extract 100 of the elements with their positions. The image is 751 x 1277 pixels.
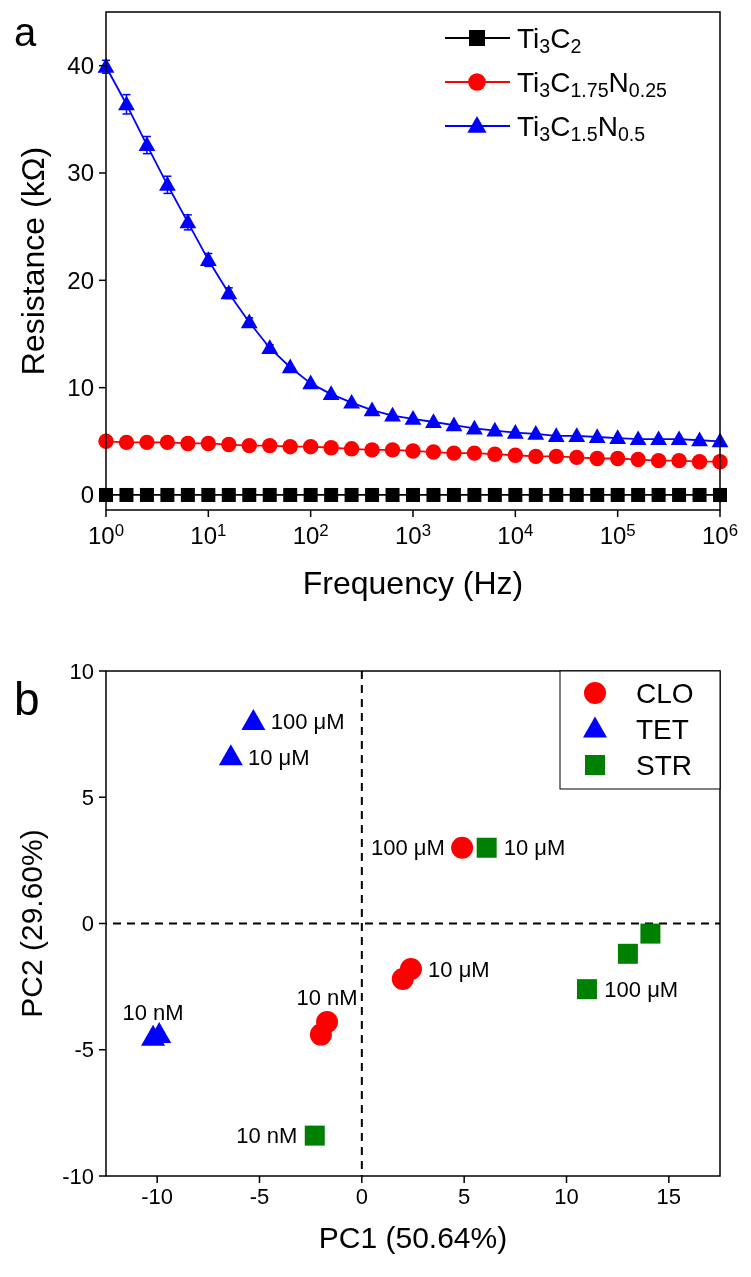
legend-label: Ti$_{3}$C$_{1.75}$N$_{0.25}$ (517, 67, 668, 101)
point (691, 431, 708, 447)
point (568, 427, 586, 442)
point (302, 438, 319, 455)
point (670, 430, 688, 446)
point (240, 313, 258, 329)
point (569, 487, 584, 502)
point (302, 374, 320, 390)
point (241, 437, 257, 454)
x-tick-label: 0 (355, 1184, 368, 1209)
y-axis-title: Resistance (kΩ) (15, 146, 51, 376)
annotation: 100 μM (604, 976, 679, 1002)
point (467, 487, 482, 502)
point (304, 1125, 325, 1146)
point (406, 487, 420, 502)
legend-label: TET (636, 714, 689, 745)
point (343, 441, 360, 457)
point (476, 837, 497, 858)
point (671, 452, 687, 469)
point (139, 434, 155, 451)
y-tick-label: -5 (74, 1037, 94, 1063)
point (672, 487, 687, 502)
x-axis-title: PC1 (50.64%) (318, 1221, 508, 1254)
point (180, 435, 196, 452)
point (650, 430, 667, 446)
point (631, 487, 646, 502)
point (220, 284, 238, 300)
annotation: 10 nM (296, 984, 358, 1010)
point (548, 448, 564, 465)
x-tick-label: 10$^{0}$ (87, 521, 125, 549)
y-tick-label: 0 (80, 481, 94, 509)
point (201, 487, 216, 502)
y-tick-label: 30 (67, 159, 94, 187)
point (180, 487, 195, 502)
y-axis-title: PC2 (29.60%) (15, 829, 48, 1018)
point (221, 436, 237, 453)
point (323, 440, 339, 456)
point (426, 487, 441, 502)
point (691, 454, 708, 470)
point (651, 487, 666, 502)
point (221, 487, 236, 502)
point (425, 444, 442, 460)
point (118, 434, 135, 451)
y-tick-label: 20 (67, 266, 94, 294)
point (364, 442, 380, 458)
point (283, 487, 298, 502)
point (281, 358, 299, 374)
point (159, 176, 176, 191)
point (384, 406, 401, 422)
x-tick-label: 10$^{2}$ (292, 521, 329, 549)
point (385, 487, 400, 502)
point (261, 339, 279, 354)
point (262, 437, 278, 454)
y-tick-label: 0 (81, 911, 94, 937)
chart-title: b (14, 673, 40, 725)
y-tick-label: 10 (69, 658, 94, 684)
point (446, 445, 462, 461)
point (640, 923, 661, 944)
point (486, 421, 504, 437)
point (138, 136, 156, 152)
point (218, 744, 243, 766)
point (508, 487, 523, 502)
point (466, 419, 483, 435)
x-tick-label: 5 (458, 1184, 471, 1209)
y-tick-label: 40 (67, 52, 94, 80)
annotation: 10 μM (247, 744, 310, 770)
point (399, 957, 422, 980)
x-tick-label: 10$^{3}$ (394, 521, 432, 549)
point (179, 213, 197, 229)
point (405, 443, 421, 459)
point (446, 487, 461, 502)
x-tick-label: -10 (141, 1184, 174, 1209)
point (262, 487, 277, 502)
point (528, 487, 543, 502)
point (527, 425, 545, 440)
point (303, 487, 318, 502)
annotation: 10 μM (428, 956, 490, 982)
point (365, 487, 380, 502)
point (692, 487, 707, 502)
point (610, 487, 625, 502)
point (199, 251, 217, 266)
point (650, 452, 667, 469)
point (384, 442, 401, 458)
point (590, 487, 605, 502)
x-tick-label: 15 (656, 1184, 682, 1209)
x-axis-title: Frequency (Hz) (302, 565, 524, 601)
legend-label: Ti$_{3}$C$_{2}$ (517, 23, 582, 57)
legend-label: STR (636, 750, 692, 781)
point (241, 709, 266, 730)
x-tick-label: 10 (554, 1184, 579, 1209)
point (118, 95, 135, 111)
y-tick-label: 10 (67, 374, 94, 402)
point (487, 446, 503, 462)
x-tick-label: 10$^{4}$ (497, 521, 534, 549)
point (160, 487, 175, 502)
y-tick-label: 5 (81, 784, 94, 810)
annotation: 10 nM (236, 1123, 298, 1149)
point (569, 449, 585, 466)
point (119, 487, 134, 502)
x-tick-label: 10$^{5}$ (599, 521, 636, 549)
